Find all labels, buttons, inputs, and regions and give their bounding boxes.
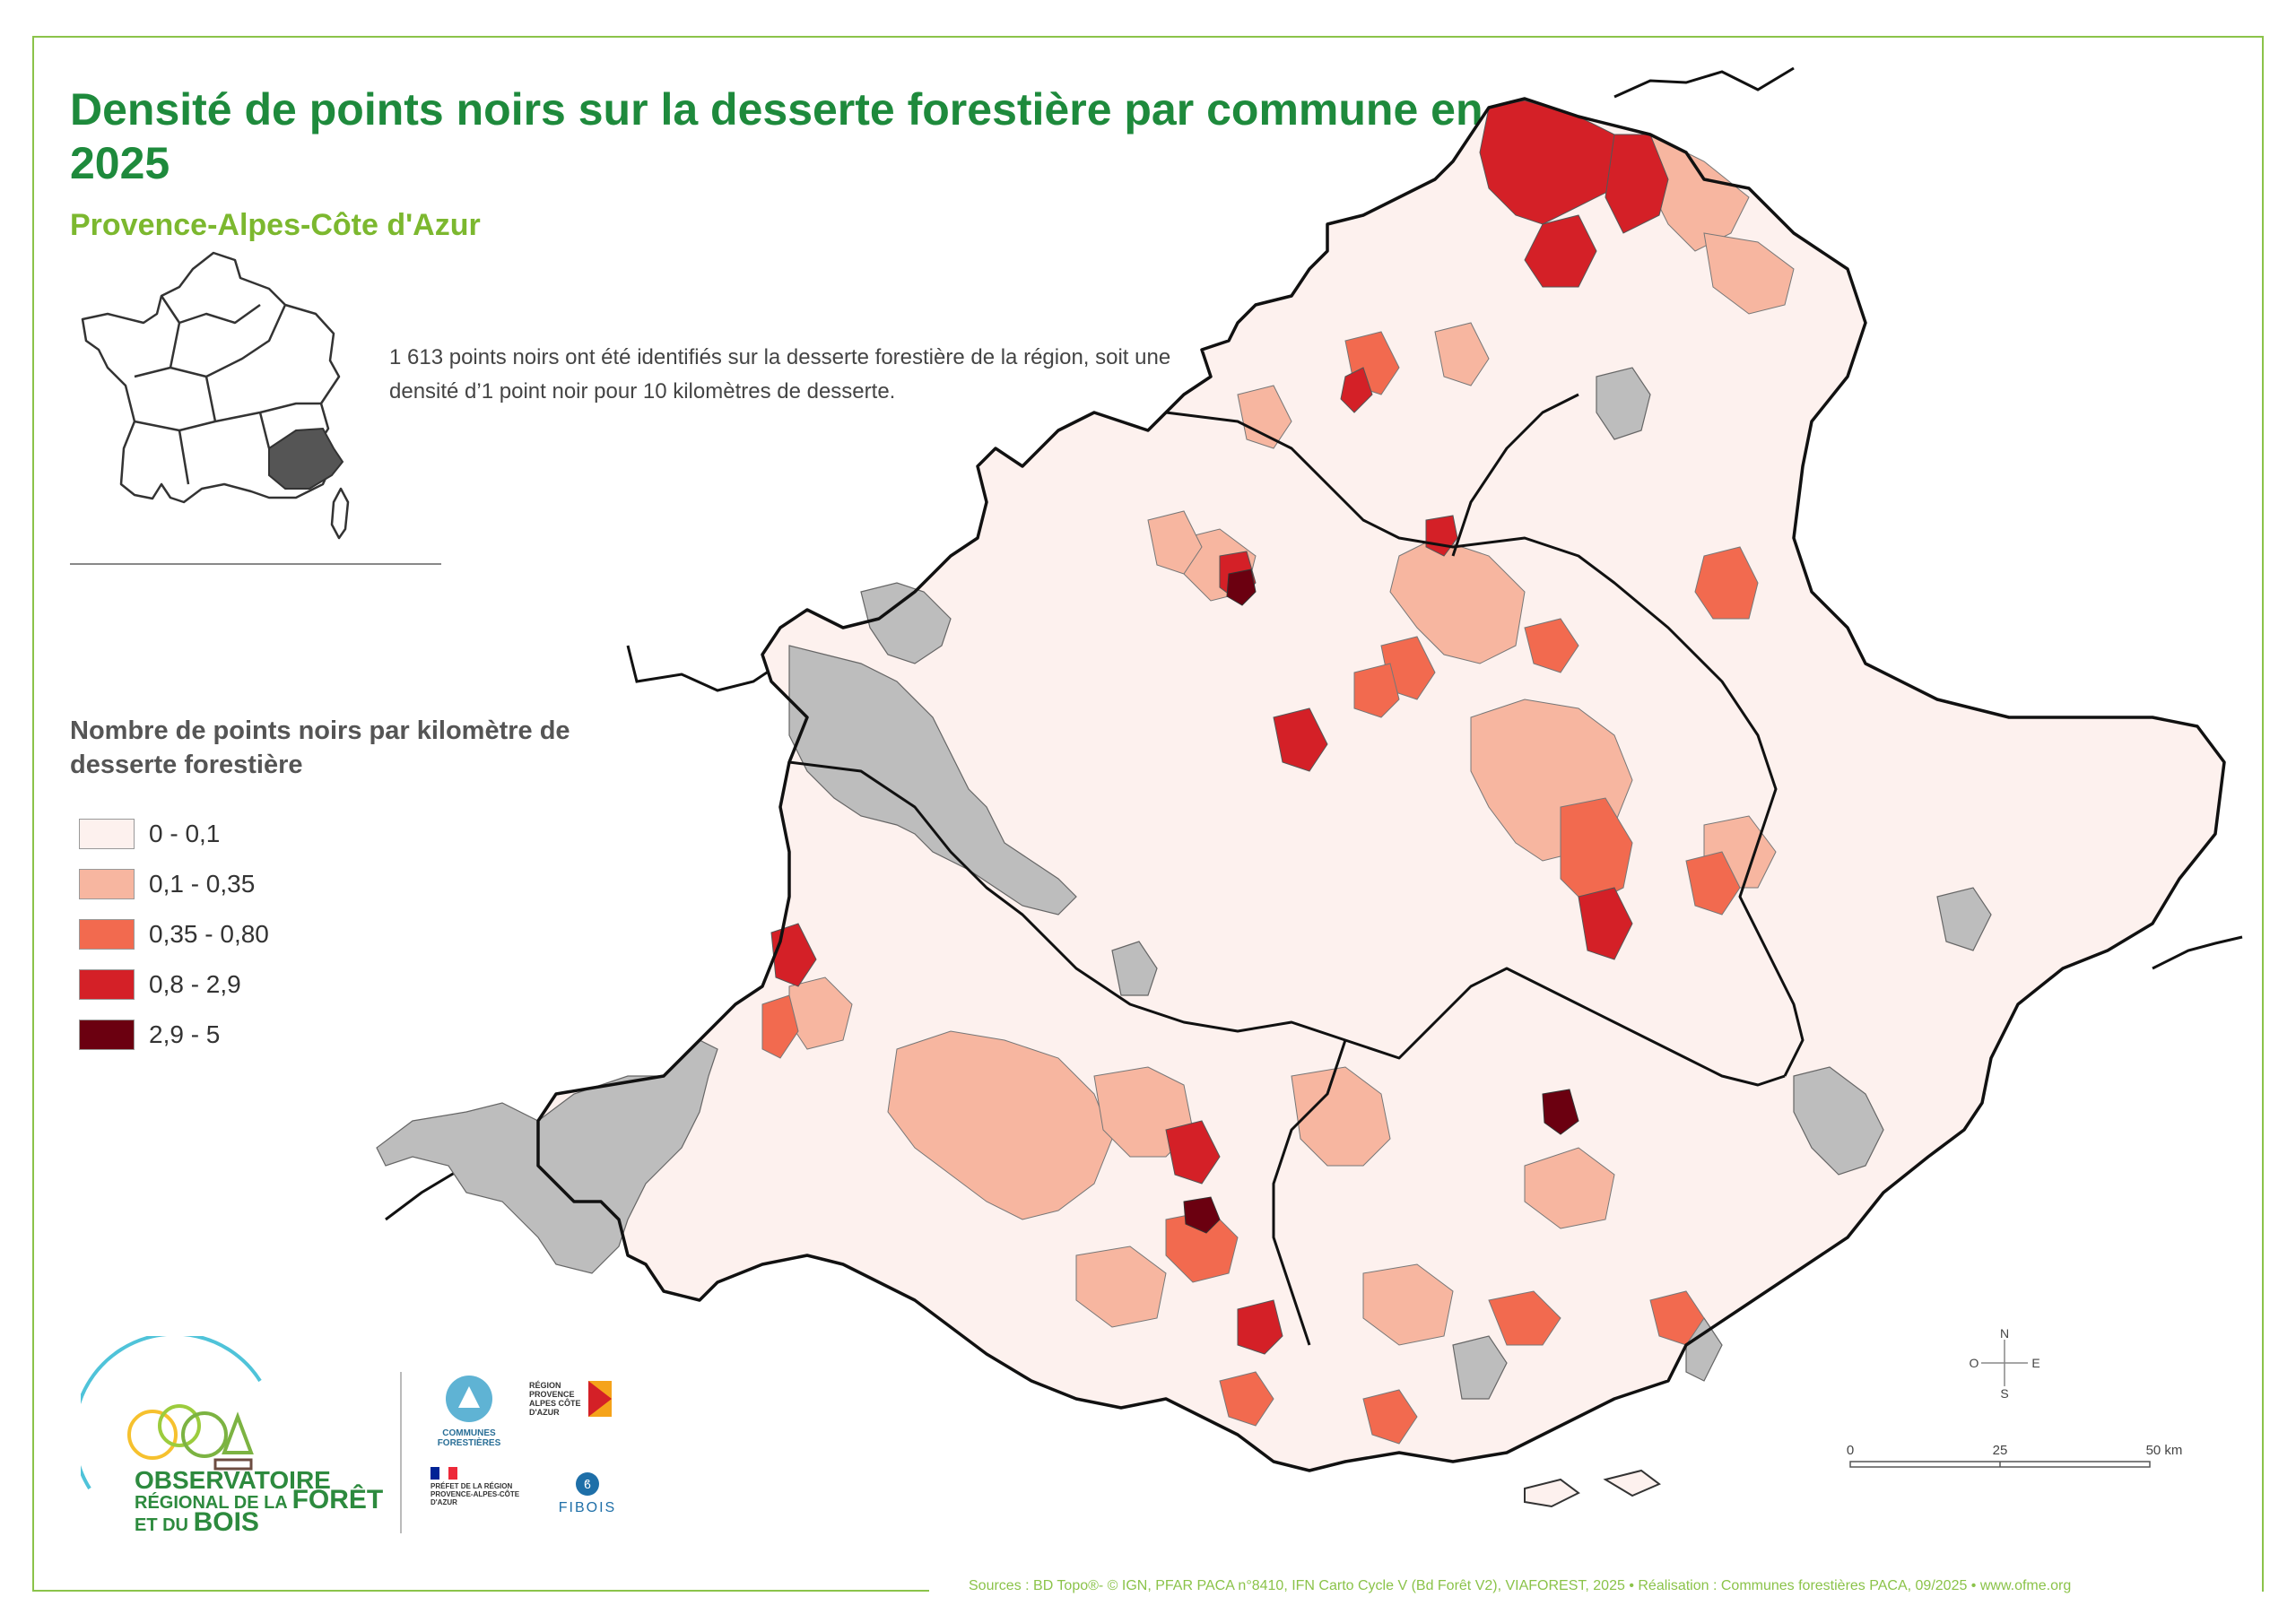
legend-swatch: [79, 969, 135, 1000]
region-paca-logo: RÉGION PROVENCE ALPES CÔTE D'AZUR: [529, 1381, 619, 1417]
compass-o: O: [1970, 1356, 1979, 1370]
class-0-8-2-9: [770, 100, 1669, 1355]
legend-label: 2,9 - 5: [149, 1020, 221, 1048]
compass-e: E: [2031, 1356, 2039, 1370]
obs-line-4: ET DU: [135, 1515, 188, 1535]
communes-label: COMMUNES FORESTIÈRES: [437, 1428, 501, 1448]
paca-base: [537, 98, 2225, 1471]
sources-credits: Sources : BD Topo®- © IGN, PFAR PACA n°8…: [969, 1578, 2072, 1593]
frame-bottom-line: [32, 1590, 929, 1592]
obs-line-5: BOIS: [193, 1507, 259, 1537]
class-2-9-5: [1183, 568, 1579, 1234]
map-frame: [32, 36, 2264, 1592]
map-subtitle: Provence-Alpes-Côte d'Azur: [70, 208, 481, 242]
map-title: Densité de points noirs sur la desserte …: [70, 84, 1483, 188]
fibois-label: FIBOIS: [558, 1500, 617, 1515]
obs-line-2: RÉGIONAL DE LA: [135, 1493, 288, 1513]
scale-tick-25: 25: [1993, 1443, 2008, 1458]
logo-separator: [400, 1372, 402, 1533]
obs-line-1: OBSERVATOIRE: [135, 1466, 331, 1494]
scale-bar: 0 25 50 km: [1847, 1443, 2183, 1468]
legend-swatch: [79, 919, 135, 950]
legend-class-2: 0,1 - 0,35: [79, 859, 269, 909]
prefet-label: PRÉFET DE LA RÉGION PROVENCE-ALPES-CÔTE …: [430, 1482, 520, 1506]
legend-swatch: [79, 869, 135, 899]
svg-text:ϐ: ϐ: [584, 1477, 591, 1491]
legend-class-3: 0,35 - 0,80: [79, 909, 269, 959]
communes-forestieres-logo: COMMUNES FORESTIÈRES: [429, 1372, 509, 1448]
class-0-35-0-80: [761, 331, 1759, 1445]
fibois-logo: ϐ FIBOIS: [552, 1471, 623, 1516]
legend-label: 0,35 - 0,80: [149, 920, 269, 948]
left-panel-divider: [70, 563, 441, 565]
legend-label: 0,1 - 0,35: [149, 870, 256, 898]
scale-tick-0: 0: [1847, 1443, 1854, 1458]
legend-swatch: [79, 819, 135, 849]
compass-rose: N S E O: [1970, 1327, 2040, 1399]
legend-title: Nombre de points noirs par kilomètre de …: [70, 716, 570, 779]
legend-class-5: 2,9 - 5: [79, 1010, 269, 1060]
legend-label: 0,8 - 2,9: [149, 970, 241, 998]
legend-swatch: [79, 1020, 135, 1050]
islands: [1524, 1469, 1661, 1508]
observatoire-wordmark: OBSERVATOIRE RÉGIONAL DE LA FORÊT ET DU …: [135, 1466, 384, 1537]
legend: 0 - 0,1 0,1 - 0,35 0,35 - 0,80 0,8 - 2,9…: [79, 809, 269, 1060]
compass-n: N: [2000, 1327, 2009, 1341]
legend-class-1: 0 - 0,1: [79, 809, 269, 859]
observatoire-logo: [81, 1336, 262, 1490]
scale-tick-50: 50 km: [2146, 1443, 2183, 1458]
statistic-text: 1 613 points noirs ont été identifiés su…: [389, 345, 1171, 404]
legend-class-4: 0,8 - 2,9: [79, 959, 269, 1010]
prefet-logo: PRÉFET DE LA RÉGION PROVENCE-ALPES-CÔTE …: [430, 1467, 520, 1506]
compass-s: S: [2000, 1386, 2008, 1399]
obs-line-3: FORÊT: [291, 1485, 384, 1515]
region-label: RÉGION PROVENCE ALPES CÔTE D'AZUR: [529, 1381, 581, 1417]
legend-label: 0 - 0,1: [149, 820, 221, 847]
region-outline: [536, 97, 2226, 1472]
department-borders: [788, 393, 1805, 1346]
